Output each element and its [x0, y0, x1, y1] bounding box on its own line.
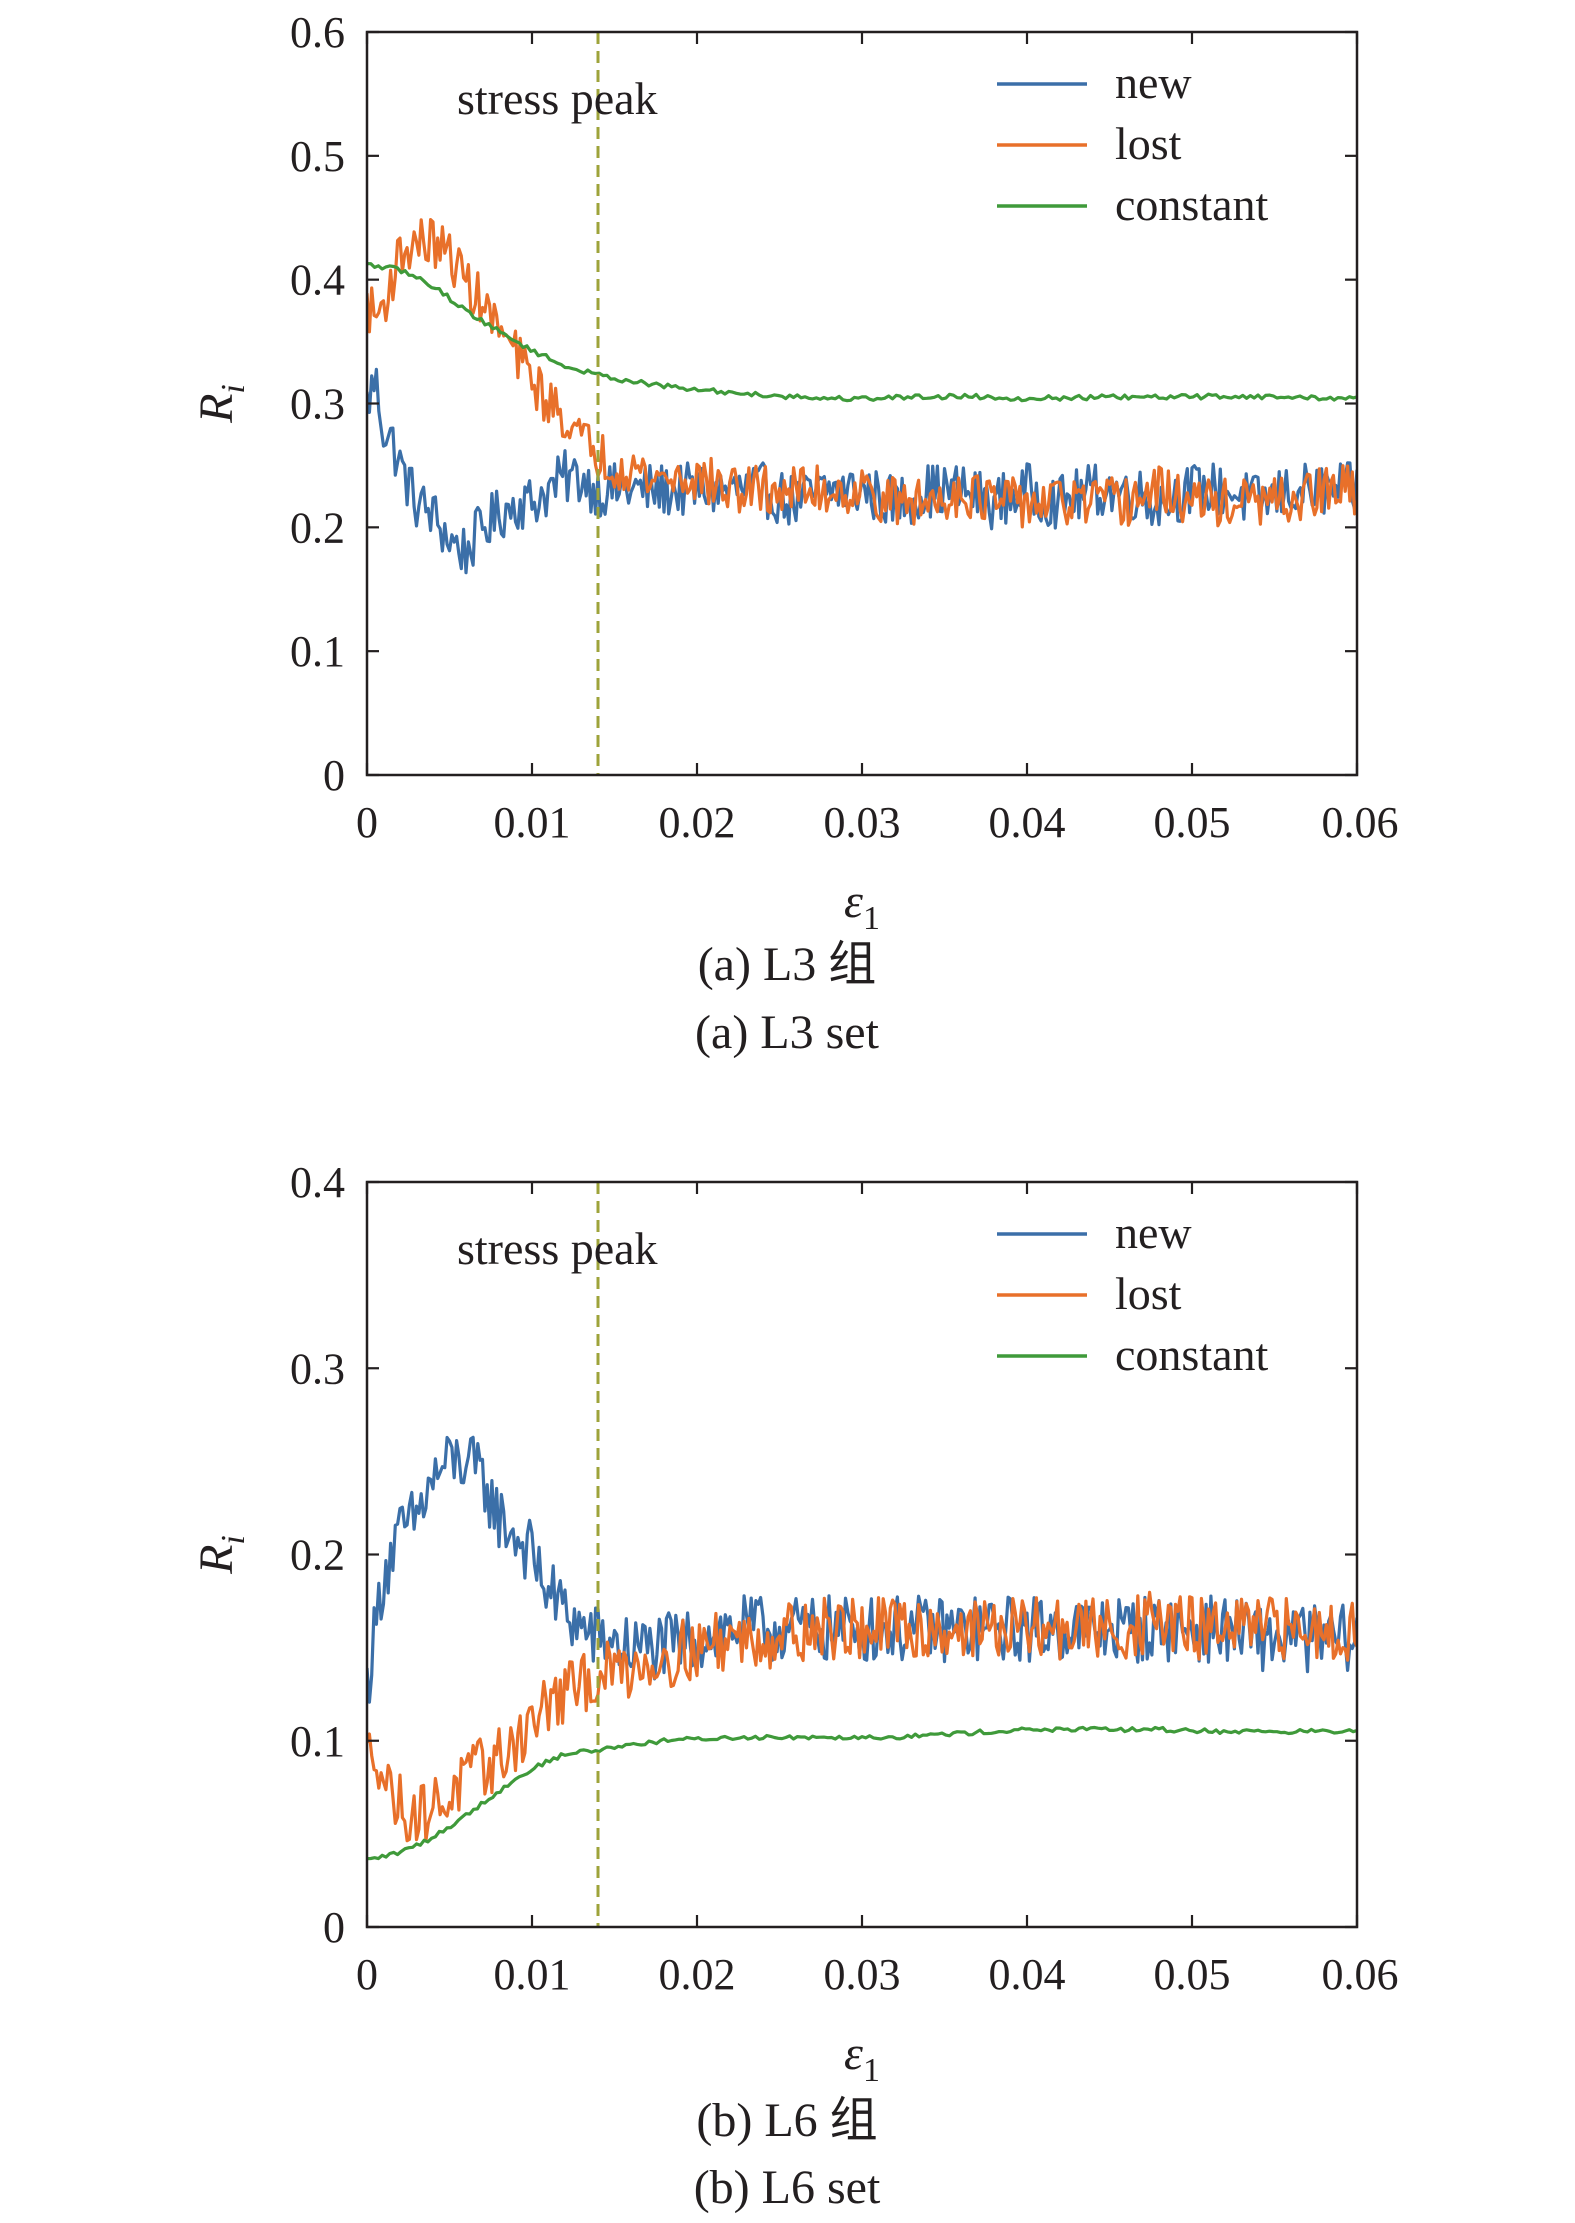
y-tick-label: 0.2 [290, 503, 345, 552]
x-axis-label: ε1 [844, 2027, 880, 2089]
y-tick-label: 0.6 [290, 8, 345, 57]
y-axis-label-main: R [190, 1545, 243, 1575]
x-axis-label-main: ε [844, 875, 863, 928]
x-tick-label: 0 [356, 798, 378, 847]
x-tick-label: 0.01 [494, 798, 571, 847]
y-tick-label: 0.1 [290, 627, 345, 676]
panel-a: 0 0.01 0.02 0.03 0.04 0.05 0.06 0 0.1 0.2 0.3 0.4 0.… [190, 8, 1399, 1059]
y-axis-label-sub: i [215, 384, 252, 393]
y-axis-label: Ri [190, 1535, 252, 1575]
legend-label-lost: lost [1115, 1268, 1182, 1319]
x-tick-label: 0.05 [1154, 798, 1231, 847]
y-tick-label: 0.5 [290, 132, 345, 181]
x-tick-label: 0.06 [1322, 798, 1399, 847]
series-line-lost [367, 218, 1357, 529]
stress-peak-annotation: stress peak [457, 73, 658, 124]
y-tick-label: 0.3 [290, 1344, 345, 1393]
x-tick-label: 0.03 [824, 798, 901, 847]
stress-peak-annotation: stress peak [457, 1223, 658, 1274]
svg-text:Ri: Ri [190, 1535, 252, 1575]
x-axis-label-main: ε [844, 2027, 863, 2080]
x-tick-label: 0.05 [1154, 1950, 1231, 1999]
y-axis-label: Ri [190, 384, 252, 424]
series-line-lost [367, 1590, 1357, 1843]
y-axis-label-sub: i [215, 1535, 252, 1544]
series-line-new [367, 1435, 1357, 1704]
x-tick-label: 0.04 [989, 798, 1066, 847]
x-tick-label: 0.01 [494, 1950, 571, 1999]
legend-label-new: new [1115, 57, 1192, 108]
caption-cn: (a) L3 组 [698, 938, 877, 991]
caption-en: (b) L6 set [694, 2161, 881, 2214]
x-tick-label: 0.02 [659, 1950, 736, 1999]
legend-label-constant: constant [1115, 179, 1269, 230]
series-line-constant [367, 262, 1357, 403]
y-tick-label: 0 [323, 1903, 345, 1952]
x-tick-label: 0 [356, 1950, 378, 1999]
x-axis-label-sub: 1 [863, 2052, 880, 2089]
x-axis-label-sub: 1 [863, 900, 880, 937]
x-tick-label: 0.06 [1322, 1950, 1399, 1999]
legend-label-new: new [1115, 1207, 1192, 1258]
panel-b: 0 0.01 0.02 0.03 0.04 0.05 0.06 0 0.1 0.2 0.3 0.4 Ri… [190, 1158, 1399, 2214]
x-axis-label: ε1 [844, 875, 880, 937]
legend-label-lost: lost [1115, 118, 1182, 169]
caption-cn: (b) L6 组 [696, 2094, 877, 2147]
x-tick-label: 0.03 [824, 1950, 901, 1999]
y-tick-label: 0.1 [290, 1717, 345, 1766]
y-axis-label-main: R [190, 394, 243, 424]
caption-en: (a) L3 set [695, 1006, 880, 1059]
x-tick-label: 0.02 [659, 798, 736, 847]
y-tick-label: 0.2 [290, 1531, 345, 1580]
svg-text:Ri: Ri [190, 384, 252, 424]
legend-label-constant: constant [1115, 1329, 1269, 1380]
y-tick-label: 0.4 [290, 256, 345, 305]
plot-frame [365, 30, 1359, 777]
y-tick-label: 0 [323, 751, 345, 800]
x-tick-label: 0.04 [989, 1950, 1066, 1999]
y-tick-label: 0.3 [290, 380, 345, 429]
y-tick-label: 0.4 [290, 1158, 345, 1207]
series-line-constant [367, 1725, 1357, 1861]
